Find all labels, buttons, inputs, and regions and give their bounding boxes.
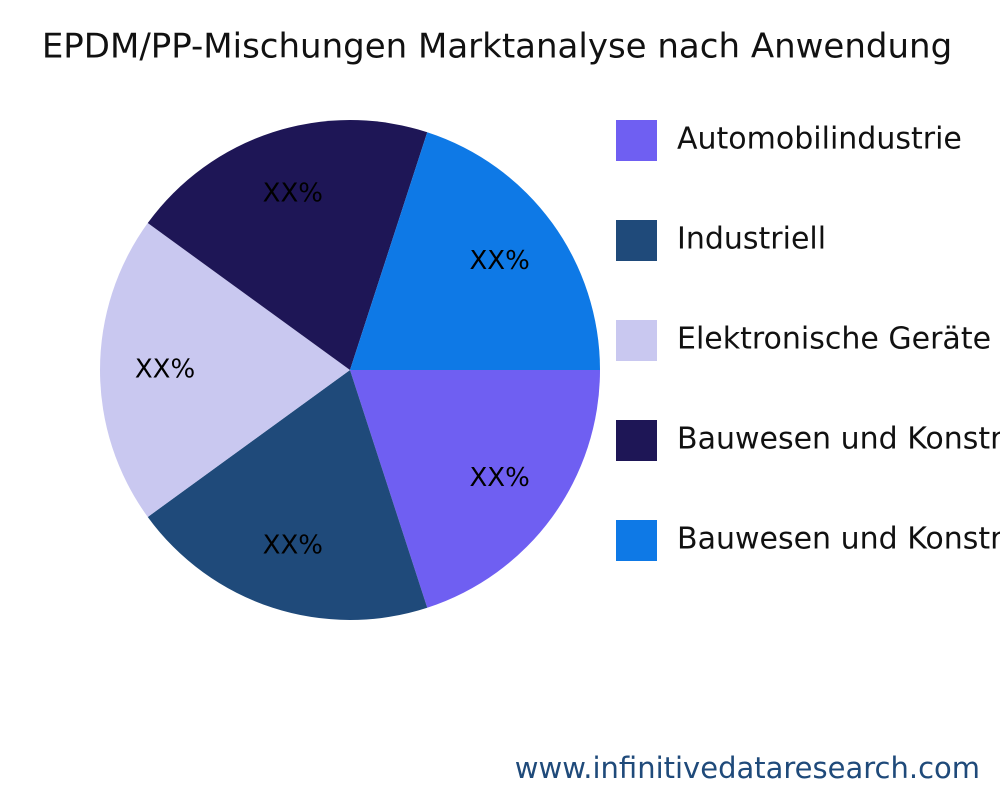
legend-swatch bbox=[616, 220, 657, 261]
legend-label: Automobilindustrie bbox=[677, 122, 962, 157]
legend-swatch bbox=[616, 320, 657, 361]
pie-slice bbox=[350, 132, 600, 370]
legend-label: Bauwesen und Konstr bbox=[677, 522, 1000, 557]
pie-slice bbox=[147, 120, 428, 370]
legend-label: Elektronische Geräte bbox=[677, 322, 991, 357]
pie-slice bbox=[350, 370, 600, 608]
slice-label: XX% bbox=[470, 246, 530, 276]
legend-label: Industriell bbox=[677, 222, 826, 257]
chart-title: EPDM/PP-Mischungen Marktanalyse nach Anw… bbox=[42, 27, 952, 67]
footer: www.infinitivedataresearch.com bbox=[515, 751, 980, 785]
slice-label: XX% bbox=[135, 355, 195, 385]
legend-label: Bauwesen und Konstr bbox=[677, 422, 1000, 457]
slice-label: XX% bbox=[263, 530, 323, 560]
legend-swatch bbox=[616, 520, 657, 561]
legend-swatch bbox=[616, 120, 657, 161]
legend-swatch bbox=[616, 420, 657, 461]
slice-label: XX% bbox=[470, 463, 530, 493]
pie-slice bbox=[147, 370, 428, 620]
pie-slice bbox=[100, 223, 350, 517]
slice-label: XX% bbox=[263, 179, 323, 209]
